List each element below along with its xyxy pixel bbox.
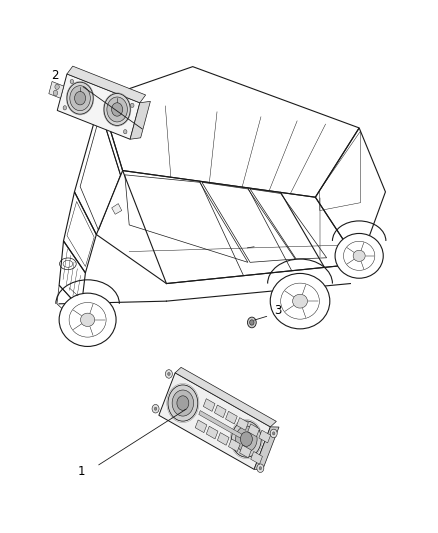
Circle shape <box>107 97 127 122</box>
Polygon shape <box>112 204 122 214</box>
Circle shape <box>272 432 275 435</box>
Polygon shape <box>229 439 240 451</box>
Circle shape <box>154 407 157 410</box>
Circle shape <box>70 86 90 111</box>
Ellipse shape <box>270 273 330 329</box>
Circle shape <box>131 103 134 108</box>
Circle shape <box>236 426 257 452</box>
Polygon shape <box>217 433 229 445</box>
Ellipse shape <box>335 233 383 278</box>
Polygon shape <box>57 74 140 139</box>
Ellipse shape <box>353 250 365 262</box>
Ellipse shape <box>81 313 95 326</box>
Circle shape <box>55 84 59 90</box>
Circle shape <box>74 92 85 105</box>
Polygon shape <box>254 427 279 470</box>
Polygon shape <box>240 445 251 458</box>
Circle shape <box>166 370 173 378</box>
Polygon shape <box>215 405 226 418</box>
Text: 3: 3 <box>275 304 282 317</box>
Polygon shape <box>195 420 207 433</box>
Circle shape <box>168 385 198 421</box>
Ellipse shape <box>59 293 116 346</box>
Polygon shape <box>175 367 276 427</box>
Circle shape <box>152 405 159 413</box>
Polygon shape <box>248 424 259 437</box>
Circle shape <box>232 421 261 457</box>
Circle shape <box>67 82 93 114</box>
Circle shape <box>240 432 252 446</box>
Circle shape <box>177 396 189 410</box>
Polygon shape <box>203 399 215 411</box>
Polygon shape <box>251 451 262 464</box>
Ellipse shape <box>293 294 307 308</box>
Polygon shape <box>226 411 237 424</box>
Polygon shape <box>159 373 270 470</box>
Circle shape <box>270 429 277 438</box>
Polygon shape <box>67 66 146 103</box>
Circle shape <box>53 90 58 95</box>
Polygon shape <box>206 426 218 439</box>
Circle shape <box>124 130 127 134</box>
Polygon shape <box>130 101 150 139</box>
Circle shape <box>259 466 261 470</box>
Circle shape <box>172 390 194 416</box>
Circle shape <box>112 103 123 116</box>
Circle shape <box>247 317 256 328</box>
Circle shape <box>250 320 254 325</box>
Circle shape <box>168 373 170 376</box>
Text: 2: 2 <box>51 69 59 82</box>
Polygon shape <box>237 418 248 430</box>
Circle shape <box>257 464 264 472</box>
Circle shape <box>104 93 130 125</box>
Polygon shape <box>259 430 271 443</box>
Circle shape <box>63 106 67 110</box>
Text: 1: 1 <box>77 465 85 478</box>
Polygon shape <box>199 410 248 441</box>
Circle shape <box>70 79 74 84</box>
Polygon shape <box>49 82 64 98</box>
